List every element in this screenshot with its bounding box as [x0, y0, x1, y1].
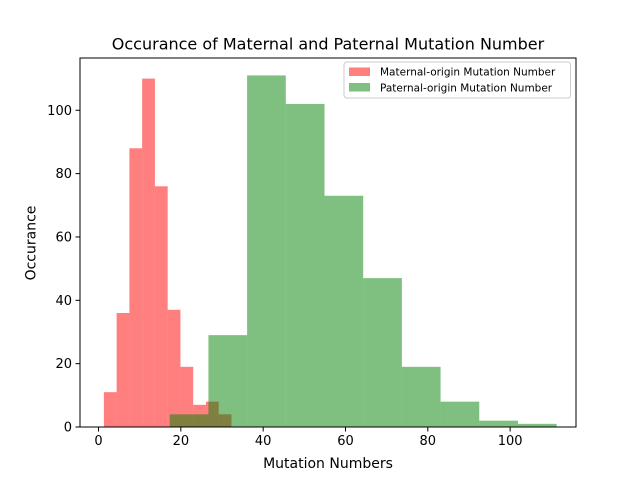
maternal-bar: [116, 312, 130, 427]
paternal-bar: [440, 401, 480, 427]
y-tick-label: 20: [55, 357, 72, 372]
legend-swatch-maternal: [349, 67, 370, 76]
y-tick-label: 80: [55, 167, 72, 182]
maternal-bar: [154, 186, 168, 427]
paternal-bar: [401, 366, 441, 427]
ticks-layer: 0 20 40 60 80 100 0 20 40 60 80 100: [47, 104, 522, 449]
paternal-bar: [324, 195, 364, 427]
bars-layer: [103, 75, 557, 428]
y-tick-label: 40: [55, 294, 72, 309]
y-axis-label: Occurance: [24, 206, 40, 281]
x-tick-label: 80: [420, 434, 437, 449]
legend-label-maternal: Maternal-origin Mutation Number: [380, 67, 556, 79]
maternal-bar: [129, 148, 143, 427]
axes-frame: [79, 57, 577, 428]
maternal-bar: [180, 366, 194, 427]
legend-label-paternal: Paternal-origin Mutation Number: [380, 83, 553, 95]
paternal-bar: [247, 75, 286, 428]
x-tick-label: 100: [498, 434, 523, 449]
paternal-bar: [517, 423, 557, 427]
legend: Maternal-origin Mutation Number Paternal…: [343, 61, 571, 99]
maternal-bar: [167, 309, 181, 427]
x-tick-label: 40: [255, 434, 272, 449]
y-tick-label: 0: [64, 421, 72, 436]
maternal-bar: [142, 78, 155, 427]
y-tick-label: 60: [55, 230, 72, 245]
chart-title: Occurance of Maternal and Paternal Mutat…: [112, 35, 545, 54]
legend-swatch-paternal: [349, 83, 370, 92]
legend-box: [343, 61, 571, 99]
paternal-bar: [208, 335, 248, 427]
paternal-bar: [479, 420, 518, 427]
x-tick-label: 20: [173, 434, 190, 449]
x-tick-label: 60: [337, 434, 354, 449]
x-axis-label: Mutation Numbers: [263, 456, 393, 472]
paternal-bar: [363, 278, 402, 427]
x-tick-label: 0: [94, 434, 102, 449]
paternal-bar: [169, 414, 209, 427]
y-tick-label: 100: [47, 104, 72, 119]
paternal-bar: [285, 103, 325, 428]
maternal-bar: [103, 392, 117, 427]
